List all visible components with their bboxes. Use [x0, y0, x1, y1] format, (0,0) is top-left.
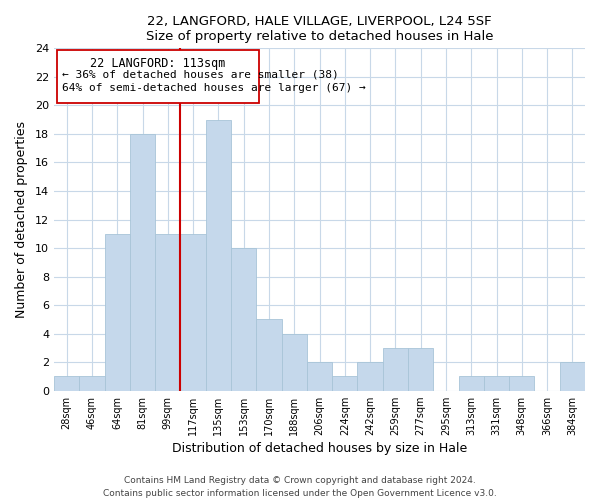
Bar — [256, 320, 281, 390]
Bar — [79, 376, 104, 390]
Bar — [458, 376, 484, 390]
Bar — [231, 248, 256, 390]
Text: ← 36% of detached houses are smaller (38): ← 36% of detached houses are smaller (38… — [62, 70, 338, 80]
Bar — [408, 348, 433, 391]
Bar — [307, 362, 332, 390]
Y-axis label: Number of detached properties: Number of detached properties — [15, 121, 28, 318]
Bar — [155, 234, 181, 390]
Bar — [383, 348, 408, 391]
Bar — [206, 120, 231, 390]
Bar — [104, 234, 130, 390]
Bar — [181, 234, 206, 390]
Text: 22 LANGFORD: 113sqm: 22 LANGFORD: 113sqm — [90, 57, 226, 70]
FancyBboxPatch shape — [56, 50, 259, 102]
Title: 22, LANGFORD, HALE VILLAGE, LIVERPOOL, L24 5SF
Size of property relative to deta: 22, LANGFORD, HALE VILLAGE, LIVERPOOL, L… — [146, 15, 493, 43]
Bar — [130, 134, 155, 390]
Bar — [358, 362, 383, 390]
Bar — [281, 334, 307, 390]
Bar — [509, 376, 535, 390]
Bar — [560, 362, 585, 390]
Bar — [332, 376, 358, 390]
Bar — [54, 376, 79, 390]
Bar — [484, 376, 509, 390]
Text: 64% of semi-detached houses are larger (67) →: 64% of semi-detached houses are larger (… — [62, 82, 365, 92]
Text: Contains HM Land Registry data © Crown copyright and database right 2024.
Contai: Contains HM Land Registry data © Crown c… — [103, 476, 497, 498]
X-axis label: Distribution of detached houses by size in Hale: Distribution of detached houses by size … — [172, 442, 467, 455]
